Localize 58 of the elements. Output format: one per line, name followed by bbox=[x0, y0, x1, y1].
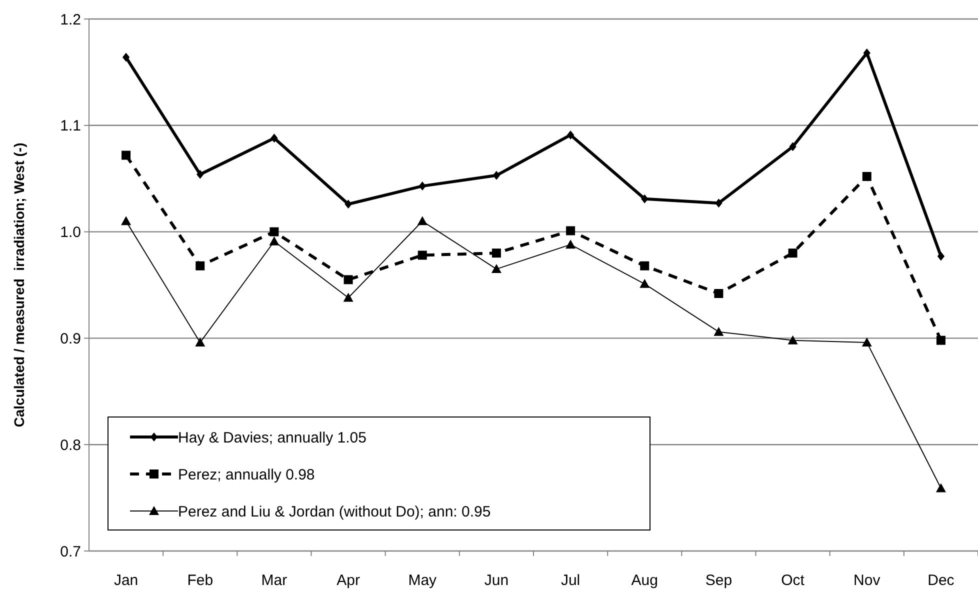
point bbox=[344, 200, 352, 209]
y-tick-label: 0.9 bbox=[60, 330, 81, 348]
y-tick-label: 1.0 bbox=[60, 224, 81, 242]
point bbox=[344, 275, 353, 284]
point bbox=[121, 216, 132, 226]
point bbox=[492, 248, 501, 258]
point bbox=[492, 170, 500, 180]
point bbox=[641, 194, 648, 204]
point bbox=[862, 172, 872, 181]
y-tick-label: 1.2 bbox=[60, 11, 81, 28]
x-tick-label: Apr bbox=[336, 572, 360, 589]
x-tick-label: Aug bbox=[631, 572, 658, 589]
point bbox=[196, 261, 205, 270]
y-axis-title: Calculated / measured irradiation; West (-) bbox=[11, 142, 27, 428]
x-tick-label: Feb bbox=[187, 572, 214, 589]
point bbox=[714, 289, 724, 298]
point bbox=[270, 227, 279, 236]
x-tick-label: Jul bbox=[560, 572, 580, 589]
point bbox=[269, 236, 280, 246]
legend-label: Perez; annually 0.98 bbox=[178, 466, 315, 484]
point bbox=[863, 48, 870, 58]
x-tick-label: Sep bbox=[705, 572, 732, 589]
point bbox=[937, 252, 945, 261]
y-tick-label: 0.8 bbox=[60, 436, 81, 454]
point bbox=[788, 335, 798, 344]
point bbox=[418, 182, 426, 191]
point bbox=[640, 278, 650, 288]
point bbox=[566, 130, 574, 140]
point bbox=[417, 216, 428, 226]
point bbox=[196, 170, 204, 179]
x-tick-label: Dec bbox=[928, 572, 955, 589]
y-tick-label: 1.1 bbox=[60, 118, 81, 135]
point bbox=[418, 250, 427, 260]
point bbox=[936, 336, 946, 345]
point bbox=[862, 337, 872, 346]
x-tick-label: Jun bbox=[484, 572, 509, 589]
x-tick-label: Jan bbox=[114, 572, 138, 589]
point bbox=[714, 326, 724, 336]
point bbox=[122, 52, 130, 62]
x-tick-label: Nov bbox=[854, 572, 881, 589]
point bbox=[789, 142, 796, 152]
point bbox=[122, 150, 131, 160]
point bbox=[343, 292, 354, 302]
x-tick-label: Mar bbox=[261, 572, 288, 589]
point bbox=[936, 483, 946, 492]
point bbox=[195, 337, 206, 346]
legend-label: Perez and Liu & Jordan (without Do); ann: 0.95 bbox=[178, 503, 491, 520]
point bbox=[566, 240, 576, 249]
point bbox=[566, 226, 576, 236]
point bbox=[491, 264, 502, 274]
point bbox=[270, 134, 278, 143]
point bbox=[715, 198, 722, 208]
point bbox=[640, 261, 650, 270]
x-tick-label: May bbox=[408, 572, 438, 589]
y-tick-label: 0.7 bbox=[60, 543, 81, 560]
x-tick-label: Oct bbox=[781, 572, 806, 589]
point bbox=[788, 248, 798, 258]
legend-label: Hay & Davies; annually 1.05 bbox=[178, 429, 366, 446]
